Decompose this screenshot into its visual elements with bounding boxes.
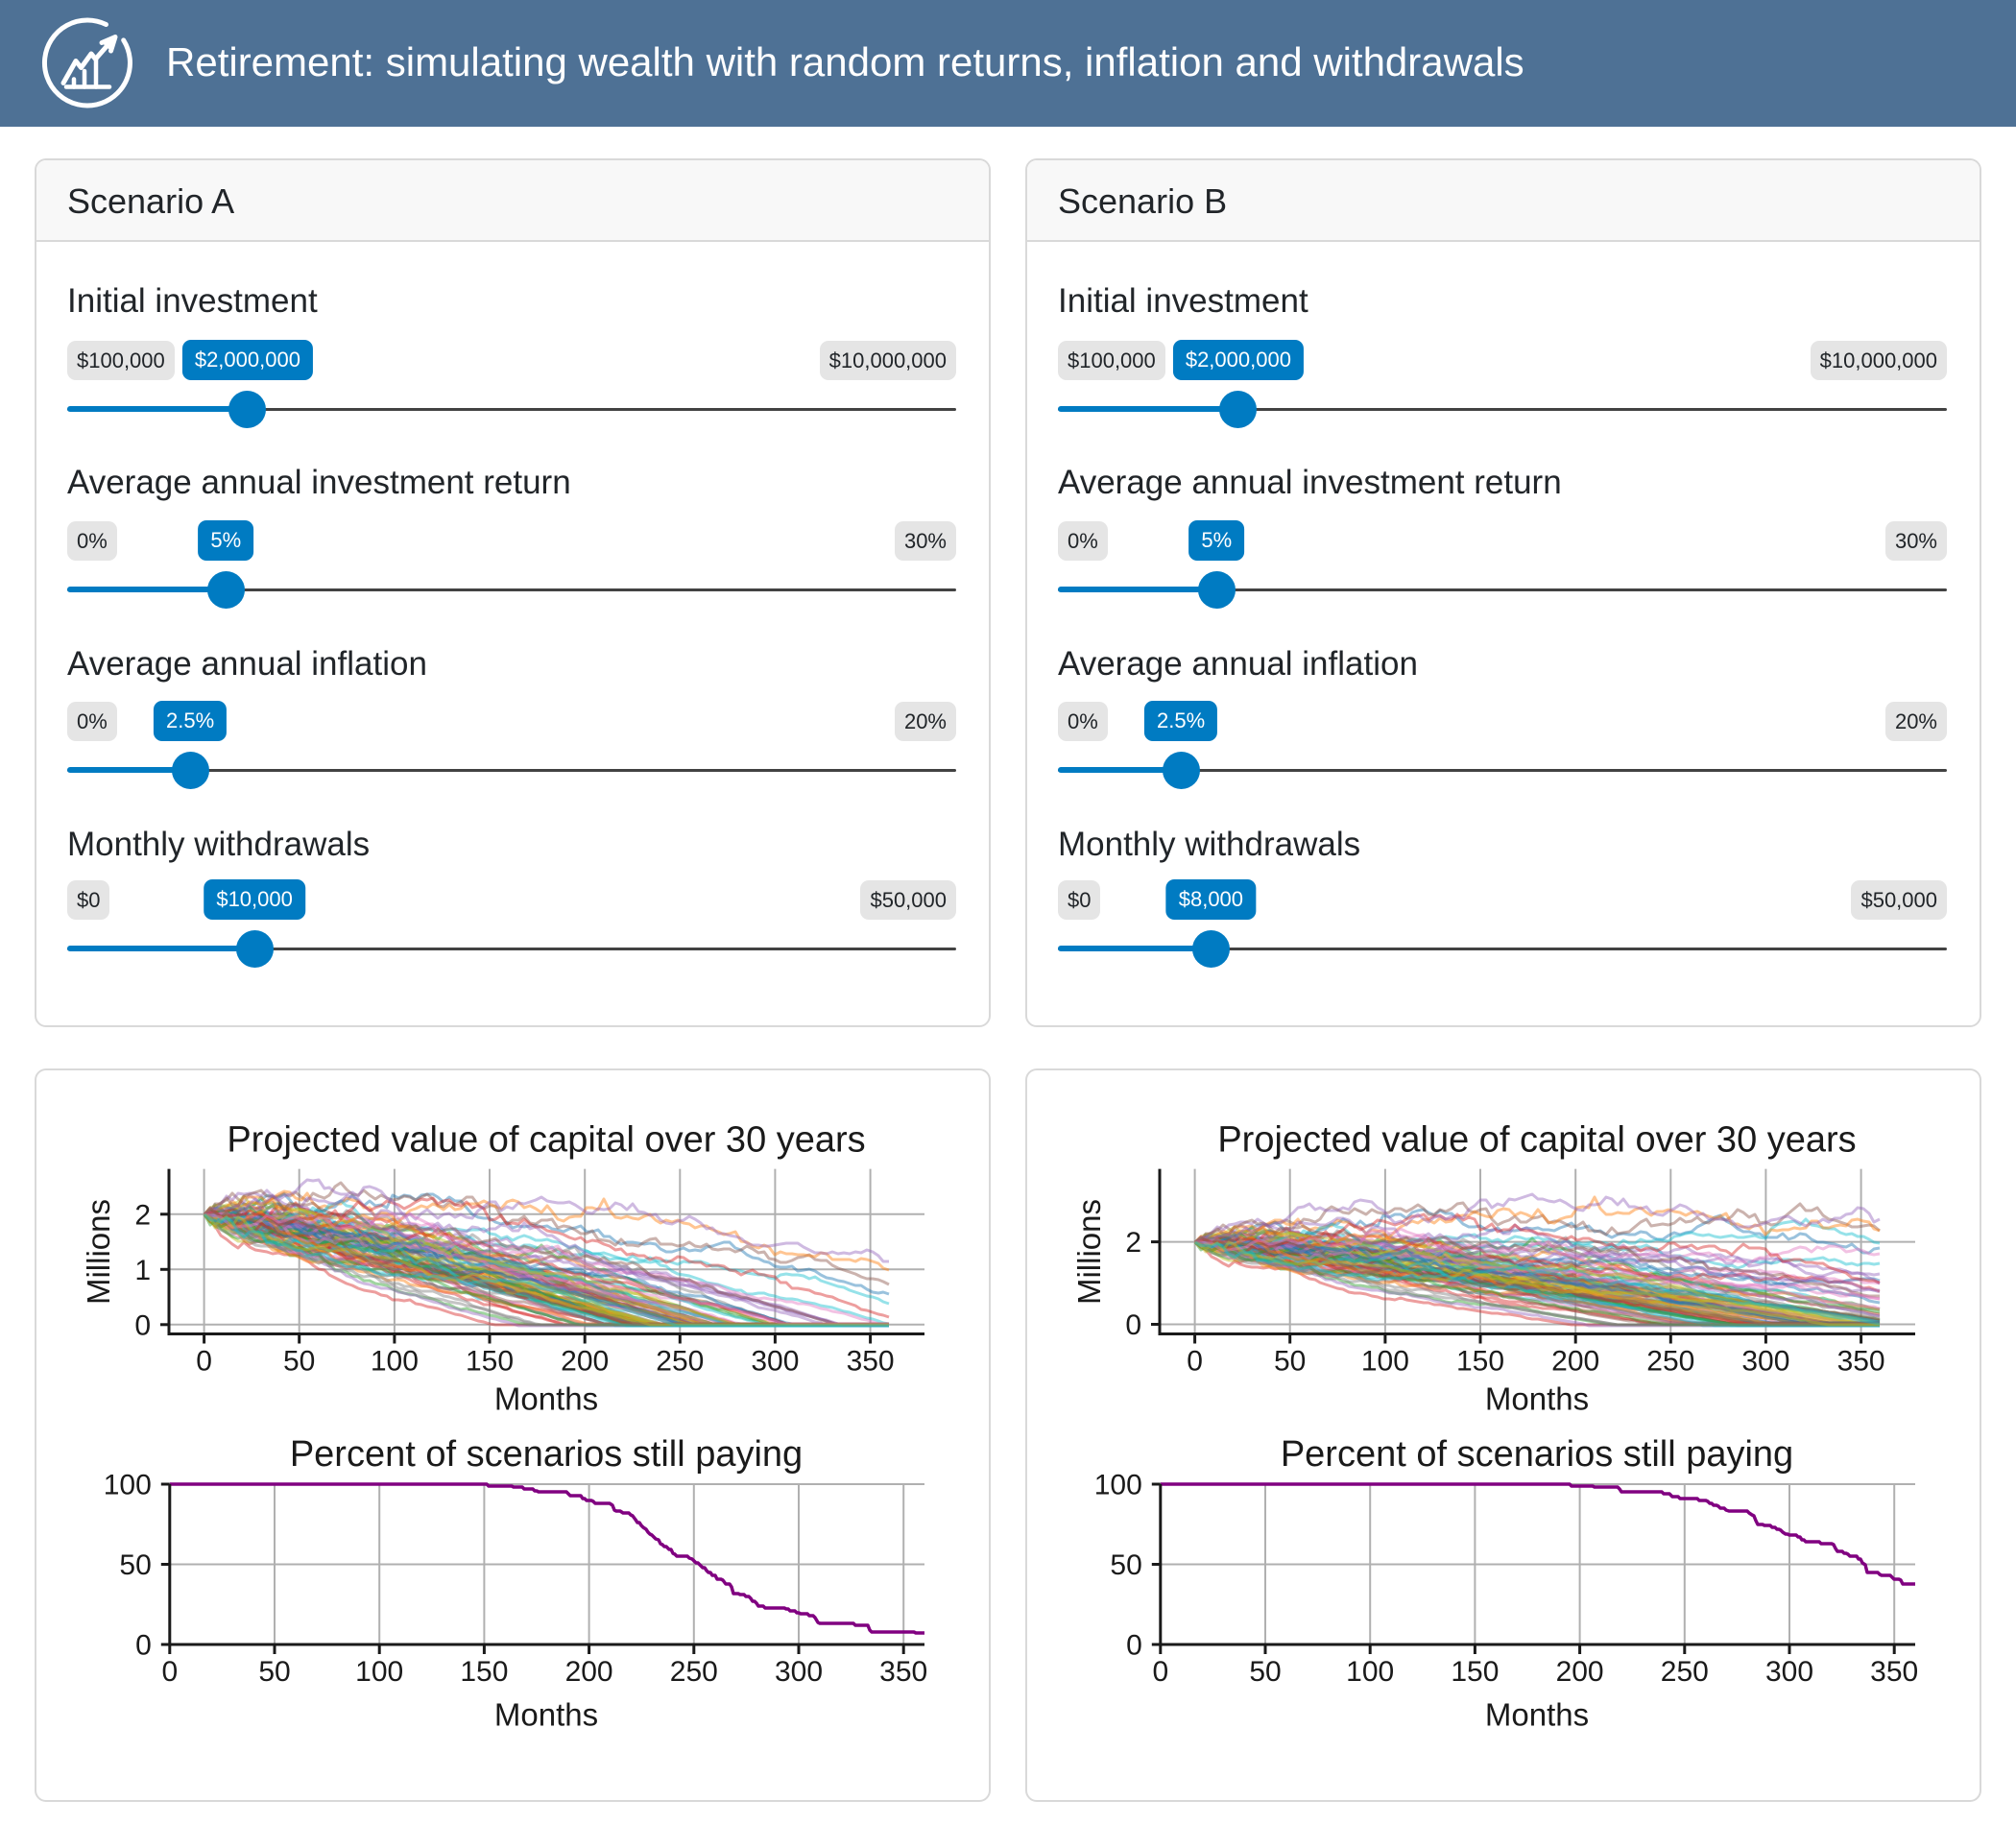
svg-text:Projected value of capital ove: Projected value of capital over 30 years bbox=[227, 1120, 865, 1161]
svg-text:100: 100 bbox=[1361, 1346, 1409, 1378]
svg-text:0: 0 bbox=[1187, 1346, 1203, 1378]
svg-text:Percent of scenarios still pay: Percent of scenarios still paying bbox=[1281, 1434, 1793, 1475]
svg-text:50: 50 bbox=[119, 1549, 151, 1581]
svg-text:Months: Months bbox=[1485, 1381, 1589, 1417]
svg-text:Months: Months bbox=[1485, 1697, 1589, 1733]
svg-text:200: 200 bbox=[1551, 1346, 1599, 1378]
svg-text:350: 350 bbox=[879, 1656, 927, 1688]
svg-text:50: 50 bbox=[258, 1656, 290, 1688]
svg-text:0: 0 bbox=[134, 1309, 151, 1341]
svg-text:250: 250 bbox=[656, 1346, 704, 1378]
svg-text:Projected value of capital ove: Projected value of capital over 30 years bbox=[1217, 1120, 1856, 1161]
svg-text:200: 200 bbox=[1556, 1656, 1604, 1688]
svg-text:300: 300 bbox=[1741, 1346, 1789, 1378]
svg-text:150: 150 bbox=[466, 1346, 514, 1378]
svg-text:2: 2 bbox=[1125, 1227, 1141, 1259]
svg-text:250: 250 bbox=[1661, 1656, 1709, 1688]
svg-text:Months: Months bbox=[494, 1697, 598, 1733]
svg-text:350: 350 bbox=[847, 1346, 895, 1378]
svg-text:100: 100 bbox=[104, 1470, 152, 1501]
svg-text:1: 1 bbox=[134, 1255, 151, 1286]
svg-text:200: 200 bbox=[561, 1346, 609, 1378]
svg-text:50: 50 bbox=[1110, 1549, 1141, 1581]
svg-text:Percent of scenarios still pay: Percent of scenarios still paying bbox=[290, 1434, 803, 1475]
svg-text:2: 2 bbox=[134, 1199, 151, 1231]
svg-text:50: 50 bbox=[283, 1346, 315, 1378]
svg-text:0: 0 bbox=[1152, 1656, 1168, 1688]
svg-text:250: 250 bbox=[670, 1656, 718, 1688]
svg-text:Millions: Millions bbox=[1071, 1199, 1107, 1305]
svg-text:100: 100 bbox=[1346, 1656, 1394, 1688]
svg-text:0: 0 bbox=[196, 1346, 212, 1378]
svg-text:100: 100 bbox=[1094, 1470, 1142, 1501]
svg-text:Millions: Millions bbox=[81, 1199, 116, 1305]
svg-text:150: 150 bbox=[460, 1656, 508, 1688]
svg-text:150: 150 bbox=[1456, 1346, 1504, 1378]
svg-text:100: 100 bbox=[355, 1656, 403, 1688]
svg-text:Months: Months bbox=[494, 1381, 598, 1417]
svg-text:250: 250 bbox=[1646, 1346, 1694, 1378]
svg-text:350: 350 bbox=[1870, 1656, 1918, 1688]
svg-text:200: 200 bbox=[565, 1656, 613, 1688]
svg-text:350: 350 bbox=[1837, 1346, 1885, 1378]
svg-text:50: 50 bbox=[1274, 1346, 1306, 1378]
svg-text:300: 300 bbox=[775, 1656, 823, 1688]
svg-text:0: 0 bbox=[1126, 1630, 1142, 1662]
svg-text:300: 300 bbox=[1765, 1656, 1813, 1688]
svg-text:150: 150 bbox=[1451, 1656, 1499, 1688]
svg-text:100: 100 bbox=[371, 1346, 419, 1378]
svg-text:0: 0 bbox=[161, 1656, 178, 1688]
svg-text:300: 300 bbox=[751, 1346, 799, 1378]
svg-text:50: 50 bbox=[1249, 1656, 1281, 1688]
svg-text:0: 0 bbox=[135, 1630, 152, 1662]
svg-text:0: 0 bbox=[1125, 1309, 1141, 1341]
